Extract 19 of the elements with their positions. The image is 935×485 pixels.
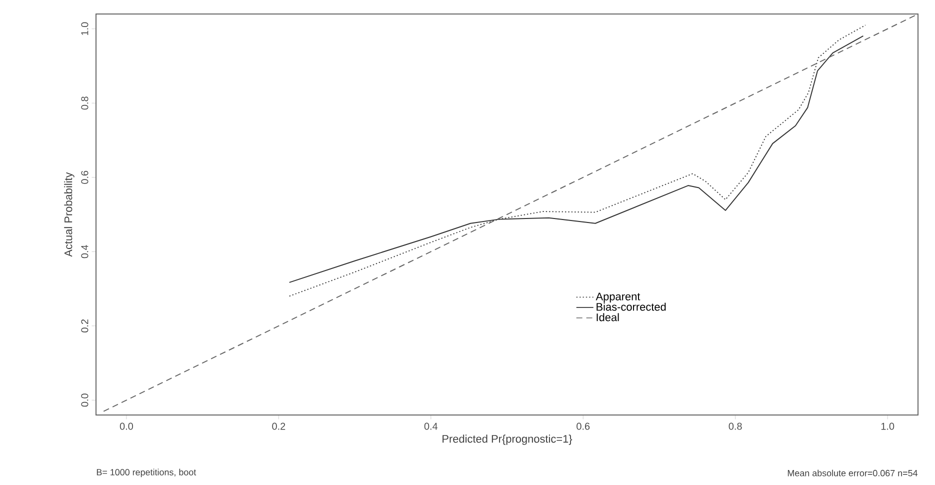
- y-tick-label: 0.0: [81, 394, 88, 407]
- legend-label: Apparent: [596, 292, 640, 302]
- x-tick-label: 0.6: [576, 422, 590, 430]
- y-tick-label: 0.6: [81, 170, 88, 184]
- legend-label: Bias-corrected: [596, 302, 666, 311]
- x-tick-label: 0.4: [424, 422, 438, 430]
- x-tick-label: 0.0: [120, 422, 133, 430]
- text: Mean absolute error=0.067 n=54: [788, 470, 918, 476]
- y-tick-label: 1.0: [81, 22, 88, 35]
- y-tick-label: 0.8: [81, 96, 88, 110]
- y-tick-label: 0.4: [81, 244, 88, 258]
- x-tick-label: 0.8: [728, 422, 742, 430]
- text: B= 1000 repetitions, boot: [96, 468, 196, 478]
- y-axis-title: Actual Probability: [64, 172, 74, 257]
- x-tick-label: 0.2: [272, 422, 286, 430]
- legend-label: Ideal: [596, 313, 619, 322]
- y-tick-label: 0.2: [81, 319, 88, 332]
- x-tick-label: 1.0: [881, 422, 894, 430]
- x-axis-title: Predicted Pr{prognostic=1}: [442, 434, 572, 445]
